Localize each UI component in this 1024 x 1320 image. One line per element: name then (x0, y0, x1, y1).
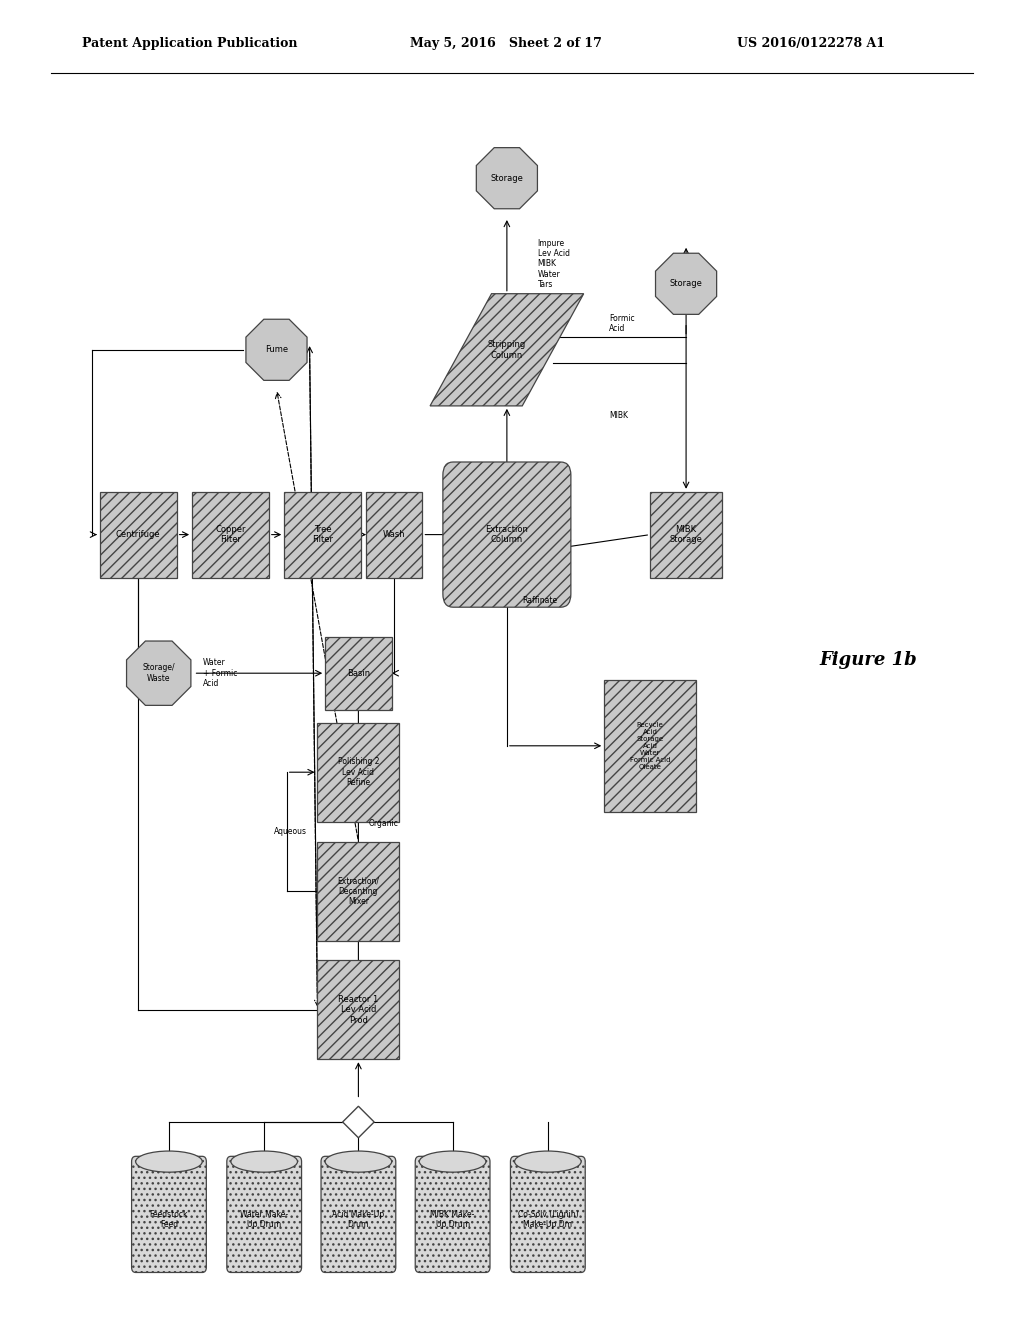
Text: Basin: Basin (347, 669, 370, 677)
Bar (317, 722, 399, 821)
FancyBboxPatch shape (511, 1156, 586, 1272)
Text: Storage: Storage (670, 280, 702, 288)
Text: May 5, 2016   Sheet 2 of 17: May 5, 2016 Sheet 2 of 17 (410, 37, 601, 50)
FancyBboxPatch shape (227, 1156, 301, 1272)
Text: Reactor 1
Lev Acid
Prod: Reactor 1 Lev Acid Prod (338, 995, 379, 1024)
Text: Centrifuge: Centrifuge (116, 531, 161, 539)
Text: Extraction
Column: Extraction Column (485, 525, 528, 544)
Polygon shape (127, 642, 190, 705)
Text: Aqueous: Aqueous (274, 828, 307, 836)
Polygon shape (343, 1106, 374, 1138)
Text: Patent Application Publication: Patent Application Publication (82, 37, 297, 50)
Text: Impure
Lev Acid
MIBK
Water
Tars: Impure Lev Acid MIBK Water Tars (538, 239, 569, 289)
Bar (317, 961, 399, 1059)
Polygon shape (655, 253, 717, 314)
Text: Figure 1b: Figure 1b (819, 651, 916, 669)
Ellipse shape (135, 1151, 203, 1172)
Text: Fume: Fume (265, 346, 288, 354)
Bar (317, 842, 399, 940)
Text: Storage: Storage (490, 174, 523, 182)
Polygon shape (246, 319, 307, 380)
Text: MIBK: MIBK (609, 412, 629, 420)
Text: Co-Solv (Lignin)
Make-Up Dm: Co-Solv (Lignin) Make-Up Dm (517, 1210, 579, 1229)
Bar (100, 492, 176, 578)
FancyBboxPatch shape (322, 1156, 395, 1272)
Bar (650, 492, 722, 578)
Text: Tree
Filter: Tree Filter (312, 525, 333, 544)
Text: MIBK
Storage: MIBK Storage (670, 525, 702, 544)
Bar (285, 492, 361, 578)
Text: US 2016/0122278 A1: US 2016/0122278 A1 (737, 37, 886, 50)
Text: Polishing 2
Lev Acid
Refine: Polishing 2 Lev Acid Refine (338, 758, 379, 787)
Text: MIBK Make-
Up Drum: MIBK Make- Up Drum (430, 1210, 475, 1229)
FancyBboxPatch shape (416, 1156, 489, 1272)
Ellipse shape (514, 1151, 582, 1172)
Bar (604, 680, 696, 812)
Text: Stripping
Column: Stripping Column (487, 341, 526, 359)
Text: Organic: Organic (369, 820, 398, 828)
Text: Copper
Filter: Copper Filter (215, 525, 246, 544)
FancyBboxPatch shape (442, 462, 571, 607)
Text: Water
+ Formic
Acid: Water + Formic Acid (203, 659, 238, 688)
Bar (367, 492, 422, 578)
Bar (326, 636, 391, 710)
Text: Raffinate: Raffinate (522, 597, 557, 605)
Ellipse shape (420, 1151, 486, 1172)
Text: Water Make-
Up Drum: Water Make- Up Drum (241, 1210, 288, 1229)
FancyBboxPatch shape (131, 1156, 207, 1272)
Text: Wash: Wash (383, 531, 406, 539)
Text: Storage/
Waste: Storage/ Waste (142, 664, 175, 682)
Text: Extraction/
Decanting
Mixer: Extraction/ Decanting Mixer (337, 876, 380, 906)
Text: Recycle
Acid
Storage
Acid
Water
Formic Acid
Oleate: Recycle Acid Storage Acid Water Formic A… (630, 722, 671, 770)
Polygon shape (476, 148, 538, 209)
Ellipse shape (231, 1151, 297, 1172)
Bar (193, 492, 268, 578)
Polygon shape (430, 294, 584, 407)
Text: Feedstock
Feed: Feedstock Feed (150, 1210, 188, 1229)
Text: Acid Make-Up
Drum: Acid Make-Up Drum (333, 1210, 384, 1229)
Ellipse shape (326, 1151, 391, 1172)
Text: Formic
Acid: Formic Acid (609, 314, 635, 333)
